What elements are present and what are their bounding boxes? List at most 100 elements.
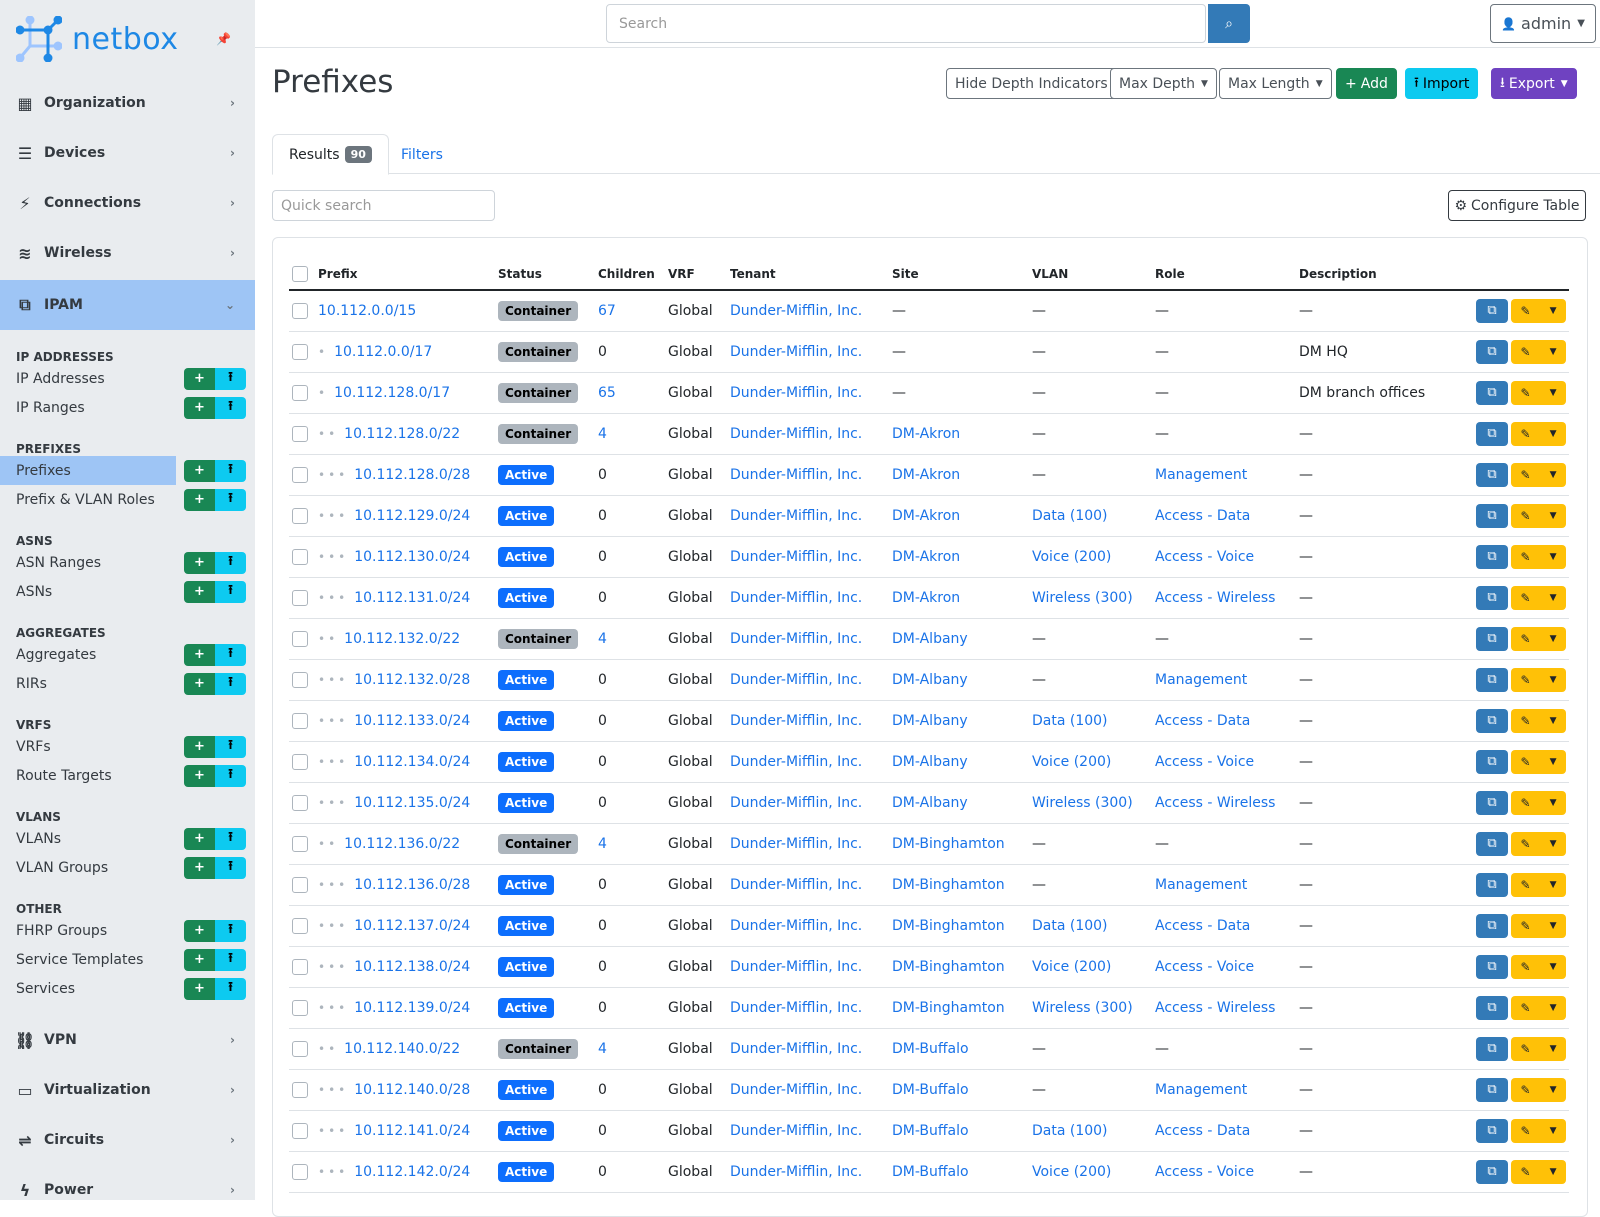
pencil-icon[interactable]: ✎ [1520,631,1531,646]
prefix-link[interactable]: 10.112.136.0/28 [354,876,471,893]
hide-depth-button[interactable]: Hide Depth Indicators [946,68,1117,99]
prefix-link[interactable]: 10.112.139.0/24 [354,999,471,1016]
site-link[interactable]: DM-Akron [892,589,961,606]
sidebar-item-vlans[interactable]: VLANs + ⭱ [0,824,255,853]
pencil-icon[interactable]: ✎ [1520,1082,1531,1097]
site-link[interactable]: DM-Albany [892,712,968,729]
sidebar-item-asn-ranges[interactable]: ASN Ranges + ⭱ [0,548,255,577]
user-menu[interactable]: 👤 admin ▼ [1490,4,1596,43]
pencil-icon[interactable]: ✎ [1520,754,1531,769]
tenant-link[interactable]: Dunder-Mifflin, Inc. [730,507,863,524]
pencil-icon[interactable]: ✎ [1520,549,1531,564]
nav-circuits[interactable]: ⇌ Circuits › [0,1115,255,1165]
edit-button-group[interactable]: ✎ ▼ [1511,380,1566,405]
edit-button-group[interactable]: ✎ ▼ [1511,421,1566,446]
clone-button[interactable]: ⧉ [1476,831,1508,856]
edit-button-group[interactable]: ✎ ▼ [1511,339,1566,364]
sidebar-item-services[interactable]: Services + ⭱ [0,974,255,1003]
row-checkbox[interactable] [292,876,308,893]
vlan-link[interactable]: Wireless (300) [1032,999,1133,1016]
add-plus-icon[interactable]: + [184,735,215,758]
tab-results[interactable]: Results 90 [272,134,389,175]
edit-button-group[interactable]: ✎ ▼ [1511,503,1566,528]
import-upload-icon[interactable]: ⭱ [215,459,246,482]
site-link[interactable]: DM-Albany [892,671,968,688]
search-button[interactable]: ⌕ [1208,4,1250,43]
clone-button[interactable]: ⧉ [1476,995,1508,1020]
edit-button-group[interactable]: ✎ ▼ [1511,1077,1566,1102]
pencil-icon[interactable]: ✎ [1520,959,1531,974]
select-all-checkbox[interactable] [292,265,308,282]
site-link[interactable]: DM-Albany [892,753,968,770]
add-plus-icon[interactable]: + [184,948,215,971]
caret-down-icon[interactable]: ▼ [1549,1002,1557,1013]
role-link[interactable]: Access - Wireless [1155,794,1276,811]
edit-button-group[interactable]: ✎ ▼ [1511,872,1566,897]
caret-down-icon[interactable]: ▼ [1549,428,1557,439]
vlan-link[interactable]: Voice (200) [1032,958,1112,975]
caret-down-icon[interactable]: ▼ [1549,838,1557,849]
row-checkbox[interactable] [292,1163,308,1180]
tenant-link[interactable]: Dunder-Mifflin, Inc. [730,835,863,852]
role-link[interactable]: Management [1155,671,1248,688]
caret-down-icon[interactable]: ▼ [1549,920,1557,931]
column-header-prefix[interactable]: Prefix [315,258,495,291]
row-checkbox[interactable] [292,999,308,1016]
site-link[interactable]: DM-Akron [892,425,961,442]
add-plus-icon[interactable]: + [184,764,215,787]
add-plus-icon[interactable]: + [184,396,215,419]
nav-power[interactable]: ϟ Power › [0,1165,255,1200]
column-header-description[interactable]: Description [1296,258,1456,291]
role-link[interactable]: Access - Wireless [1155,999,1276,1016]
edit-button-group[interactable]: ✎ ▼ [1511,708,1566,733]
edit-button-group[interactable]: ✎ ▼ [1511,544,1566,569]
vlan-link[interactable]: Data (100) [1032,507,1108,524]
search-input[interactable]: Search [606,4,1206,43]
edit-button-group[interactable]: ✎ ▼ [1511,585,1566,610]
clone-button[interactable]: ⧉ [1476,544,1508,569]
prefix-link[interactable]: 10.112.142.0/24 [354,1163,471,1180]
caret-down-icon[interactable]: ▼ [1549,1043,1557,1054]
prefix-link[interactable]: 10.112.129.0/24 [354,507,471,524]
row-checkbox[interactable] [292,425,308,442]
row-checkbox[interactable] [292,589,308,606]
tenant-link[interactable]: Dunder-Mifflin, Inc. [730,548,863,565]
logo[interactable]: netbox 📌 [0,0,255,78]
prefix-link[interactable]: 10.112.137.0/24 [354,917,471,934]
pencil-icon[interactable]: ✎ [1520,1123,1531,1138]
caret-down-icon[interactable]: ▼ [1549,674,1557,685]
children-link[interactable]: 4 [598,835,607,852]
tenant-link[interactable]: Dunder-Mifflin, Inc. [730,1163,863,1180]
edit-button-group[interactable]: ✎ ▼ [1511,298,1566,323]
column-header-status[interactable]: Status [495,258,595,291]
add-plus-icon[interactable]: + [184,367,215,390]
clone-button[interactable]: ⧉ [1476,380,1508,405]
vlan-link[interactable]: Wireless (300) [1032,589,1133,606]
nav-connections[interactable]: ⚡ Connections › [0,178,255,228]
prefix-link[interactable]: 10.112.130.0/24 [354,548,471,565]
clone-button[interactable]: ⧉ [1476,421,1508,446]
role-link[interactable]: Management [1155,466,1248,483]
add-plus-icon[interactable]: + [184,643,215,666]
row-checkbox[interactable] [292,630,308,647]
sidebar-item-route-targets[interactable]: Route Targets + ⭱ [0,761,255,790]
row-checkbox[interactable] [292,712,308,729]
row-checkbox[interactable] [292,835,308,852]
row-checkbox[interactable] [292,794,308,811]
caret-down-icon[interactable]: ▼ [1549,756,1557,767]
site-link[interactable]: DM-Binghamton [892,958,1005,975]
clone-button[interactable]: ⧉ [1476,503,1508,528]
row-checkbox[interactable] [292,466,308,483]
import-upload-icon[interactable]: ⭱ [215,672,246,695]
add-plus-icon[interactable]: + [184,856,215,879]
caret-down-icon[interactable]: ▼ [1549,510,1557,521]
tenant-link[interactable]: Dunder-Mifflin, Inc. [730,1122,863,1139]
pencil-icon[interactable]: ✎ [1520,1164,1531,1179]
sidebar-item-ip-ranges[interactable]: IP Ranges + ⭱ [0,393,255,422]
tenant-link[interactable]: Dunder-Mifflin, Inc. [730,876,863,893]
clone-button[interactable]: ⧉ [1476,790,1508,815]
clone-button[interactable]: ⧉ [1476,462,1508,487]
clone-button[interactable]: ⧉ [1476,298,1508,323]
role-link[interactable]: Access - Voice [1155,1163,1255,1180]
edit-button-group[interactable]: ✎ ▼ [1511,1159,1566,1184]
